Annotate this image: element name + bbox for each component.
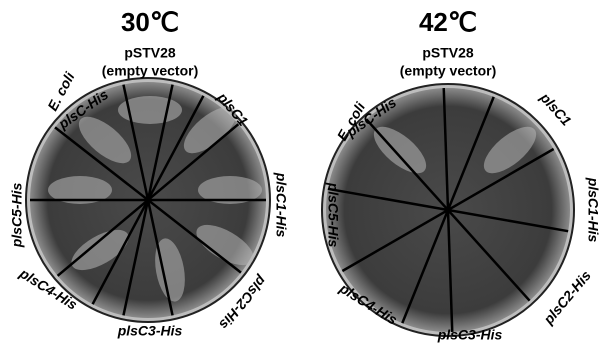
strain-label: plsC5-His <box>9 183 25 249</box>
strain-label: plsC5-His <box>325 182 341 248</box>
vector-label: pSTV28 <box>422 45 474 61</box>
vector-label: (empty vector) <box>102 63 198 79</box>
strain-label: plsC3-His <box>437 327 503 343</box>
strain-label: plsC1-His <box>585 177 601 243</box>
plate-title: 30℃ <box>121 7 179 37</box>
strain-label: plsC1 <box>537 89 575 129</box>
strain-label: plsC3-His <box>117 323 183 339</box>
vector-label: pSTV28 <box>124 45 176 61</box>
vector-label: (empty vector) <box>400 63 496 79</box>
plate-title: 42℃ <box>419 7 477 37</box>
figure: 30℃pSTV28(empty vector)E. coliplsC-Hispl… <box>0 0 606 349</box>
strain-label: plsC1-His <box>273 172 289 238</box>
